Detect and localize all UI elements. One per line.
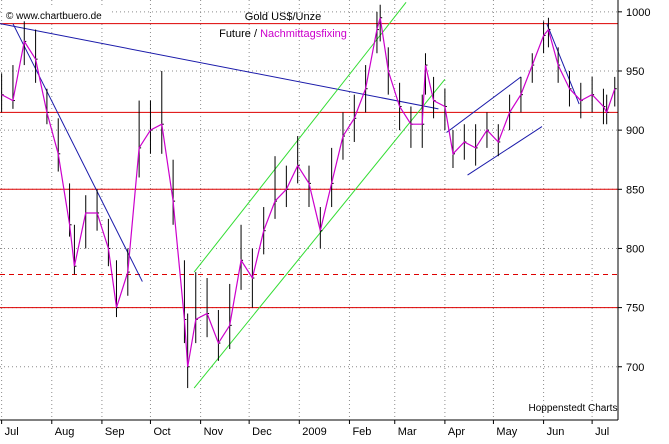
x-tick-label: Feb xyxy=(352,426,371,438)
x-tick-label: Oct xyxy=(153,426,170,438)
subtitle-future: Future / xyxy=(219,28,260,40)
x-axis: Jul Aug Sep Oct Nov Dec 2009 Feb Mar Apr May Jun Jul xyxy=(1,420,609,438)
trend-line xyxy=(446,76,522,133)
y-tick-label: 800 xyxy=(626,243,644,255)
y-tick-label: 700 xyxy=(626,362,644,374)
plot-frame xyxy=(0,0,619,421)
support-resistance-lines xyxy=(0,23,618,309)
subtitle-fixing: Nachmittagsfixing xyxy=(260,28,347,40)
channel-line xyxy=(193,78,446,389)
watermark: © www.chartbuero.de xyxy=(6,11,102,22)
trend-line xyxy=(467,126,543,176)
y-tick-label: 850 xyxy=(626,184,644,196)
x-tick-label: Jul xyxy=(595,426,609,438)
chart-title: Gold US$/Unze xyxy=(245,11,321,23)
x-tick-label: Mar xyxy=(398,426,417,438)
x-tick-label: Sep xyxy=(105,426,125,438)
trend-lines xyxy=(0,2,580,389)
trend-line xyxy=(546,23,580,105)
y-axis: 700 750 800 850 900 950 1000 xyxy=(618,7,650,374)
fixing-line xyxy=(1,17,616,367)
y-tick-label: 1000 xyxy=(626,7,650,19)
x-tick-label: Aug xyxy=(55,426,75,438)
credit-label: Hoppenstedt Charts xyxy=(529,403,618,414)
y-tick-label: 750 xyxy=(626,303,644,315)
x-tick-label: Dec xyxy=(252,426,272,438)
x-tick-label: May xyxy=(496,426,517,438)
y-tick-label: 950 xyxy=(626,66,644,78)
x-tick-label: Nov xyxy=(204,426,224,438)
channel-line xyxy=(193,2,407,273)
trend-line xyxy=(12,23,143,282)
chart-subtitle: Future / Nachmittagsfixing xyxy=(219,28,347,40)
x-tick-label: Jul xyxy=(5,426,19,438)
x-tick-label: 2009 xyxy=(302,426,326,438)
watermark-background xyxy=(3,8,109,21)
x-tick-label: Jun xyxy=(547,426,565,438)
y-tick-label: 900 xyxy=(626,125,644,137)
x-tick-label: Apr xyxy=(448,426,465,438)
fixing-series xyxy=(1,17,616,367)
